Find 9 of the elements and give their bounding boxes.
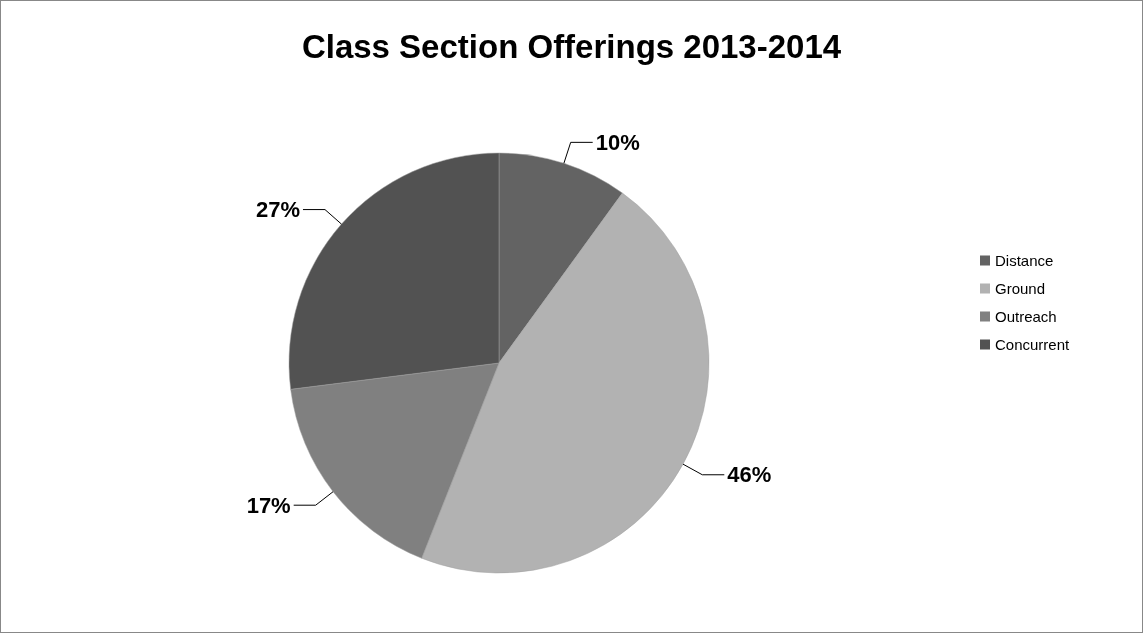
legend-label: Distance	[995, 251, 1054, 269]
data-label: 10%	[595, 130, 640, 156]
data-label: 17%	[246, 492, 291, 518]
data-label: 27%	[255, 197, 300, 223]
legend-label: Ground	[995, 279, 1046, 297]
legend-label: Outreach	[995, 307, 1057, 325]
chart-title: Class Section Offerings 2013-2014	[301, 28, 842, 65]
data-label: 46%	[727, 462, 772, 488]
legend-label: Concurrent	[995, 335, 1071, 353]
